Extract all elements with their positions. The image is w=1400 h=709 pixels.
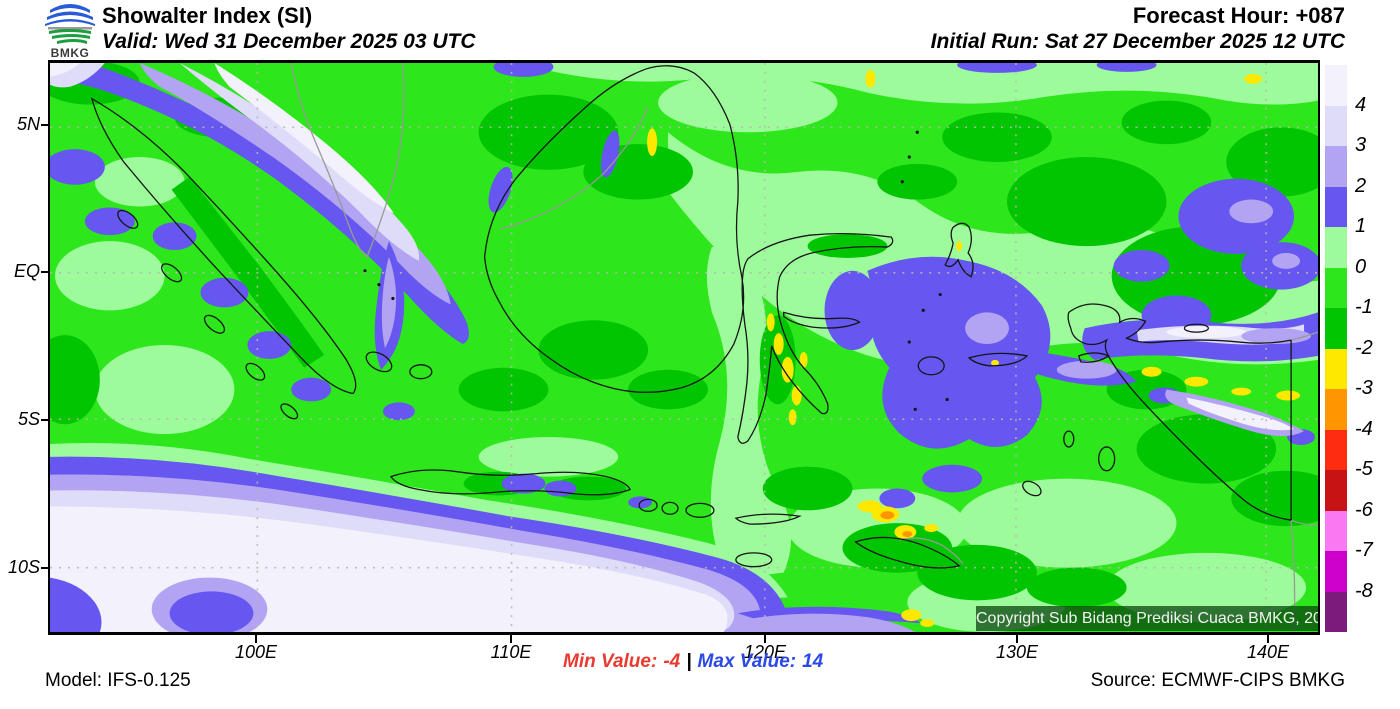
forecast-map: Copyright Sub Bidang Prediksi Cuaca BMKG… [48, 60, 1320, 635]
colorbar-label--8: -8 [1355, 579, 1373, 602]
colorbar-cell-3 [1325, 186, 1347, 227]
minmax-values: Min Value: -4 | Max Value: 14 [563, 651, 829, 673]
colorbar-label-2: 2 [1355, 174, 1367, 197]
bmkg-logo-label: BMKG [50, 46, 90, 60]
lon-label-130E: 130E [995, 642, 1039, 662]
colorbar-label--6: -6 [1355, 498, 1373, 521]
lon-label-110E: 110E [490, 642, 532, 662]
lon-label-100E: 100E [234, 642, 278, 662]
lat-label-EQ: EQ [13, 261, 40, 281]
colorbar-label-1: 1 [1355, 215, 1367, 237]
min-value: -4 [663, 651, 681, 672]
lat-label-5S: 5S [17, 409, 40, 429]
colorbar-label--1: -1 [1355, 296, 1373, 318]
max-value-label: Max Value: [697, 651, 797, 672]
colorbar-cell-12 [1325, 551, 1347, 592]
colorbar-label--7: -7 [1355, 539, 1373, 561]
colorbar-cell-10 [1325, 470, 1347, 511]
colorbar-cell-13 [1325, 591, 1347, 632]
colorbar-cell-0 [1325, 65, 1347, 106]
model-label: Model: IFS-0.125 [45, 670, 191, 691]
lon-tick-130E [1016, 635, 1018, 643]
initial-run-label: Initial Run: Sat 27 December 2025 12 UTC [930, 30, 1345, 53]
page-title: Showalter Index (SI) [102, 3, 313, 28]
lat-tick-EQ [41, 271, 49, 273]
lon-tick-100E [255, 635, 257, 643]
colorbar-cell-11 [1325, 510, 1347, 551]
lon-tick-140E [1267, 635, 1269, 643]
colorbar-cell-4 [1325, 227, 1347, 268]
colorbar-cell-5 [1325, 267, 1347, 308]
colorbar-label--4: -4 [1355, 417, 1373, 440]
colorbar-cell-7 [1325, 348, 1347, 389]
lon-label-120E: 120E [743, 642, 787, 662]
colorbar-cell-9 [1325, 429, 1347, 470]
colorbar-label--5: -5 [1355, 458, 1373, 480]
lat-tick-10S [41, 567, 49, 569]
source-label: Source: ECMWF-CIPS BMKG [1090, 670, 1345, 691]
colorbar-label-4: 4 [1355, 93, 1367, 116]
lat-label-10S: 10S [7, 557, 40, 577]
max-value: 14 [802, 651, 824, 672]
colorbar-label-3: 3 [1355, 134, 1367, 156]
lat-label-5N: 5N [16, 114, 40, 134]
minmax-separator: | [686, 651, 692, 672]
lat-tick-5S [41, 419, 49, 421]
colorbar-label-0: 0 [1355, 255, 1367, 278]
bmkg-logo: BMKG [42, 2, 98, 60]
colorbar-label--3: -3 [1355, 377, 1373, 399]
lon-tick-120E [764, 635, 766, 643]
lon-tick-110E [510, 635, 512, 643]
lat-tick-5N [41, 124, 49, 126]
colorbar-cell-1 [1325, 105, 1347, 146]
colorbar-label--2: -2 [1355, 336, 1373, 359]
showalter-index-field [50, 63, 1318, 632]
forecast-hour-label: Forecast Hour: +087 [1132, 3, 1345, 28]
colorbar-cell-8 [1325, 389, 1347, 430]
colorbar-cell-6 [1325, 308, 1347, 349]
valid-time-label: Valid: Wed 31 December 2025 03 UTC [102, 30, 476, 53]
colorbar-cell-2 [1325, 146, 1347, 187]
copyright-banner: Copyright Sub Bidang Prediksi Cuaca BMKG… [976, 606, 1318, 631]
min-value-label: Min Value: [563, 651, 658, 672]
lon-label-140E: 140E [1246, 642, 1290, 662]
bmkg-logo-icon [45, 4, 95, 44]
